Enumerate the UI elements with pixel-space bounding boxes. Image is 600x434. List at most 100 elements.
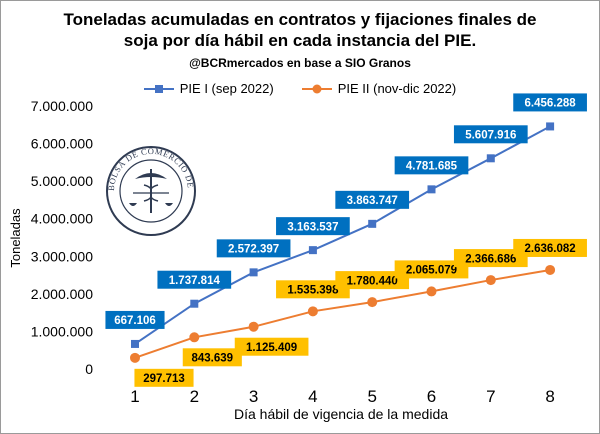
data-label-pie-2: 2.065.079 [394, 260, 469, 279]
data-point-pie-1 [546, 122, 555, 131]
data-point-pie-2 [248, 321, 259, 332]
data-label-pie-2-text: 297.713 [143, 373, 185, 385]
data-label-pie-1-text: 667.106 [114, 315, 156, 327]
data-point-pie-2 [485, 275, 496, 286]
data-label-pie-2-box [234, 337, 309, 356]
logo-inner-ring [119, 159, 183, 223]
series-line-2 [134, 268, 551, 359]
data-label-pie-2-box [513, 238, 587, 257]
data-label-pie-2-box [182, 348, 242, 367]
legend-label-pie-2: PIE II (nov-dic 2022) [337, 81, 457, 96]
data-label-pie-2: 1.780.440 [335, 271, 410, 290]
series-line-1 [134, 125, 551, 345]
data-label-pie-2-text: 1.125.409 [246, 342, 297, 354]
data-label-pie-1-box [276, 217, 350, 236]
x-axis: 1 2 3 4 5 6 7 8 [130, 387, 555, 406]
data-label-pie-2: 2.636.082 [513, 238, 587, 257]
data-label-pie-2-text: 1.780.440 [347, 275, 398, 287]
data-label-pie-2-box [276, 280, 350, 299]
y-axis-title: Toneladas [8, 208, 23, 268]
data-label-pie-2: 1.535.398 [276, 280, 350, 299]
data-point-pie-1 [486, 154, 495, 163]
data-labels: 667.106 1.737.814 2.572.397 3.163.537 3.863.… [105, 93, 587, 387]
x-tick-label: 6 [427, 387, 436, 406]
data-label-pie-2-text: 843.639 [192, 353, 234, 365]
data-label-pie-1-text: 2.572.397 [228, 244, 279, 256]
data-label-pie-1-text: 1.737.814 [169, 275, 221, 287]
data-label-pie-1-text: 5.607.916 [465, 130, 516, 142]
data-label-pie-1-text: 4.781.685 [406, 161, 458, 173]
series-lines [130, 122, 556, 363]
data-label-pie-1-box [105, 310, 165, 329]
data-label-pie-1-text: 3.863.747 [347, 195, 398, 207]
y-tick-label: 7.000.000 [31, 98, 93, 114]
data-label-pie-2-box [335, 271, 410, 290]
y-tick-label: 0 [85, 361, 93, 377]
data-point-pie-1 [368, 219, 377, 228]
x-tick-label: 5 [367, 387, 376, 406]
x-tick-label: 7 [486, 387, 495, 406]
chart-subtitle: @BCRmercados en base a SIO Granos [189, 56, 411, 70]
data-label-pie-1-box [453, 125, 528, 144]
data-label-pie-2: 2.366.686 [453, 249, 528, 268]
chart-title-line-1: Toneladas acumuladas en contratos y fija… [63, 10, 537, 29]
legend-swatch-pie-2 [301, 84, 332, 93]
data-label-pie-2-text: 2.065.079 [406, 265, 457, 277]
legend-item-pie-1: PIE I (sep 2022) [143, 81, 274, 96]
y-tick-label: 2.000.000 [31, 286, 93, 302]
x-tick-label: 1 [130, 387, 139, 406]
y-tick-label: 3.000.000 [31, 248, 93, 264]
data-point-pie-1 [308, 246, 317, 255]
y-axis: 0 1.000.000 2.000.000 3.000.000 4.000.000 5.0… [31, 98, 94, 377]
data-label-pie-1: 2.572.397 [216, 239, 291, 258]
data-label-pie-1-box [216, 239, 291, 258]
data-label-pie-1-text: 3.163.537 [287, 221, 338, 233]
logo-scale-pans [129, 203, 173, 206]
x-axis-title: Día hábil de vigencia de la medida [234, 406, 448, 422]
x-tick-label: 2 [190, 387, 199, 406]
data-point-pie-2 [545, 264, 556, 275]
chart-title-line-2: soja por día hábil en cada instancia del… [123, 31, 477, 50]
bcr-logo: BOLSA DE COMERCIO DE ROSARIO [1, 1, 196, 236]
data-label-pie-2-box [453, 249, 528, 268]
data-point-pie-1 [249, 268, 258, 277]
logo-wings [135, 173, 167, 179]
data-label-pie-1: 1.737.814 [157, 270, 232, 289]
data-label-pie-1: 5.607.916 [453, 125, 528, 144]
data-point-pie-2 [189, 332, 200, 343]
data-label-pie-2-text: 2.636.082 [525, 243, 576, 255]
data-label-pie-2-box [134, 368, 194, 387]
x-tick-label: 8 [545, 387, 554, 406]
chart-legend: PIE I (sep 2022) PIE II (nov-dic 2022) [1, 81, 599, 96]
data-label-pie-2: 1.125.409 [234, 337, 309, 356]
data-point-pie-1 [131, 339, 139, 348]
chart-title: Toneladas acumuladas en contratos y fija… [1, 9, 599, 51]
legend-item-pie-2: PIE II (nov-dic 2022) [301, 81, 457, 96]
y-tick-label: 5.000.000 [31, 173, 93, 189]
data-point-pie-2 [367, 297, 378, 308]
data-label-pie-1: 6.456.288 [513, 93, 587, 112]
legend-swatch-pie-1 [143, 84, 174, 93]
data-point-pie-2 [426, 286, 437, 297]
data-label-pie-1: 667.106 [105, 310, 165, 329]
data-label-pie-1-box [157, 270, 232, 289]
legend-label-pie-1: PIE I (sep 2022) [179, 81, 274, 96]
data-point-pie-1 [190, 299, 199, 308]
data-label-pie-1: 3.863.747 [335, 190, 410, 209]
x-tick-label: 3 [249, 387, 258, 406]
data-label-pie-1-text: 6.456.288 [525, 98, 577, 110]
data-point-pie-1 [427, 185, 436, 194]
y-tick-label: 1.000.000 [31, 323, 93, 339]
data-point-pie-2 [130, 352, 140, 363]
data-label-pie-1-box [513, 93, 587, 112]
x-tick-label: 4 [308, 387, 317, 406]
y-tick-label: 6.000.000 [31, 136, 93, 152]
data-label-pie-2: 297.713 [134, 368, 194, 387]
data-label-pie-1: 4.781.685 [394, 156, 469, 175]
data-label-pie-2-text: 1.535.398 [287, 285, 339, 297]
data-label-pie-2: 843.639 [182, 348, 242, 367]
data-label-pie-2-box [394, 260, 469, 279]
data-label-pie-1: 3.163.537 [276, 217, 350, 236]
